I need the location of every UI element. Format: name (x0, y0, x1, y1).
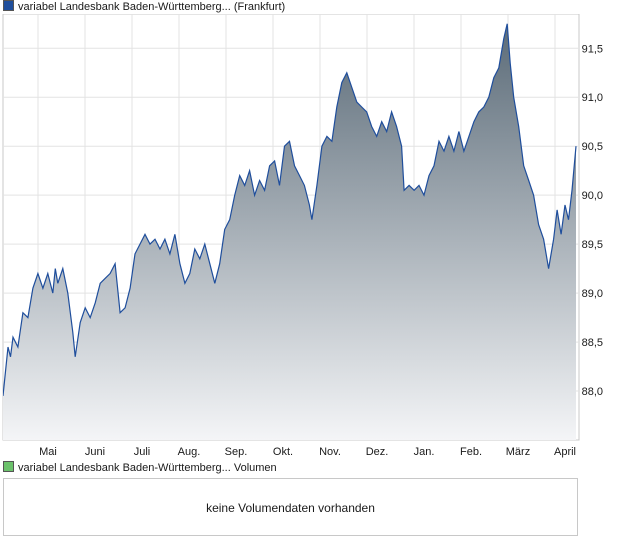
x-tick-label: Juli (134, 446, 151, 458)
x-tick-label: April (554, 446, 576, 458)
price-legend-swatch (3, 0, 14, 11)
x-tick-label: Jan. (414, 446, 435, 458)
volume-legend: variabel Landesbank Baden-Württemberg...… (3, 461, 277, 474)
x-tick-label: März (506, 446, 530, 458)
y-tick-label: 90,5 (582, 141, 603, 153)
x-tick-label: Dez. (366, 446, 389, 458)
volume-empty-message: keine Volumendaten vorhanden (206, 501, 375, 515)
y-tick-label: 91,5 (582, 43, 603, 55)
price-legend-label: variabel Landesbank Baden-Württemberg...… (18, 1, 286, 13)
price-area (3, 23, 576, 440)
x-tick-label: Okt. (273, 446, 293, 458)
x-tick-label: Sep. (225, 446, 248, 458)
y-tick-label: 88,0 (582, 386, 603, 398)
price-line (3, 23, 577, 396)
x-tick-label: Nov. (319, 446, 341, 458)
price-chart: 88,0 88,5 89,0 89,5 90,0 90,5 91,0 91,5 Mai Juni… (2, 14, 603, 458)
y-tick-label: 91,0 (582, 92, 603, 104)
y-tick-label: 89,0 (582, 288, 603, 300)
x-tick-label: Juni (85, 446, 105, 458)
volume-legend-swatch (3, 461, 14, 472)
x-tick-label: Aug. (178, 446, 201, 458)
price-legend: variabel Landesbank Baden-Württemberg...… (3, 0, 285, 13)
y-tick-label: 88,5 (582, 337, 603, 349)
volume-panel: keine Volumendaten vorhanden (3, 478, 578, 536)
x-tick-label: Feb. (460, 446, 482, 458)
y-tick-label: 90,0 (582, 190, 603, 202)
volume-legend-label: variabel Landesbank Baden-Württemberg...… (18, 462, 277, 474)
x-tick-label: Mai (39, 446, 57, 458)
y-tick-label: 89,5 (582, 239, 603, 251)
